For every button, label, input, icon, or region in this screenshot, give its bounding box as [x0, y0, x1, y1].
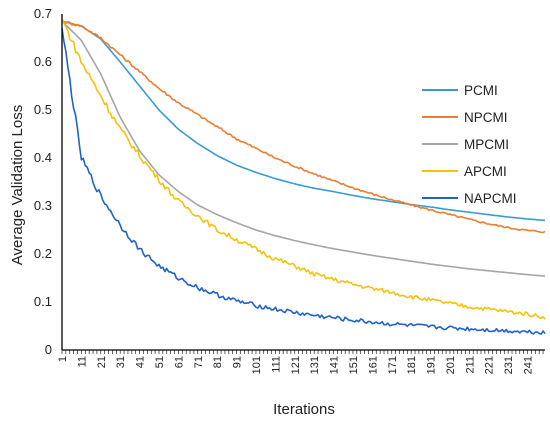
- y-tick-label: 0.1: [34, 294, 52, 309]
- legend: PCMI NPCMI MPCMI APCMI NAPCMI: [422, 83, 517, 206]
- legend-label: PCMI: [464, 83, 498, 98]
- x-tick-label: 221: [484, 356, 496, 374]
- legend-label: MPCMI: [464, 137, 509, 152]
- y-tick-label: 0.5: [34, 102, 52, 117]
- plot-lines: [61, 18, 546, 335]
- legend-label: NPCMI: [464, 110, 508, 125]
- y-tick-label: 0.6: [34, 54, 52, 69]
- x-tick-label: 151: [348, 356, 360, 374]
- x-tick-label: 111: [270, 356, 282, 373]
- x-tick-label: 71: [193, 356, 205, 368]
- x-tick-label: 141: [329, 356, 341, 374]
- series-line-napcmi: [61, 28, 546, 335]
- x-tick-label: 91: [232, 356, 244, 368]
- y-axis-title: Average Validation Loss: [9, 105, 26, 265]
- x-tick-label: 231: [503, 356, 515, 374]
- x-tick-label: 181: [406, 356, 418, 374]
- x-tick-label: 201: [445, 356, 457, 374]
- series-line-mpcmi: [61, 20, 546, 277]
- x-tick-label: 131: [309, 356, 321, 374]
- y-tick-label: 0.7: [34, 6, 52, 21]
- y-tick-label: 0.3: [34, 198, 52, 213]
- x-tick-label: 241: [523, 356, 535, 374]
- y-tick-labels: 0 0.1 0.2 0.3 0.4 0.5 0.6 0.7: [34, 6, 52, 357]
- y-tick-label: 0.2: [34, 246, 52, 261]
- x-tick-label: 51: [154, 356, 166, 368]
- x-tick-label: 191: [426, 356, 438, 374]
- series-line-pcmi: [61, 20, 546, 222]
- x-tick-label: 121: [290, 356, 302, 374]
- y-tick-label: 0: [45, 342, 52, 357]
- x-tick-labels: 1 11 21 31 41 51 61 71 81 91 101 111 121 131 141 151 161…: [57, 350, 544, 374]
- x-tick-label: 171: [387, 356, 399, 374]
- x-tick-label: 211: [464, 356, 476, 374]
- y-tick-label: 0.4: [34, 150, 52, 165]
- legend-label: APCMI: [464, 164, 507, 179]
- x-tick-label: 161: [367, 356, 379, 374]
- series-line-npcmi: [61, 20, 546, 234]
- x-tick-label: 61: [173, 356, 185, 368]
- legend-label: NAPCMI: [464, 191, 517, 206]
- x-tick-label: 1: [57, 356, 69, 362]
- x-axis-title: Iterations: [273, 401, 335, 418]
- x-tick-label: 31: [115, 356, 127, 368]
- x-tick-label: 81: [212, 356, 224, 368]
- x-tick-label: 101: [251, 356, 263, 374]
- x-tick-label: 41: [135, 356, 147, 368]
- x-tick-label: 11: [76, 356, 88, 367]
- x-tick-label: 21: [96, 356, 108, 368]
- series-line-apcmi: [61, 18, 546, 320]
